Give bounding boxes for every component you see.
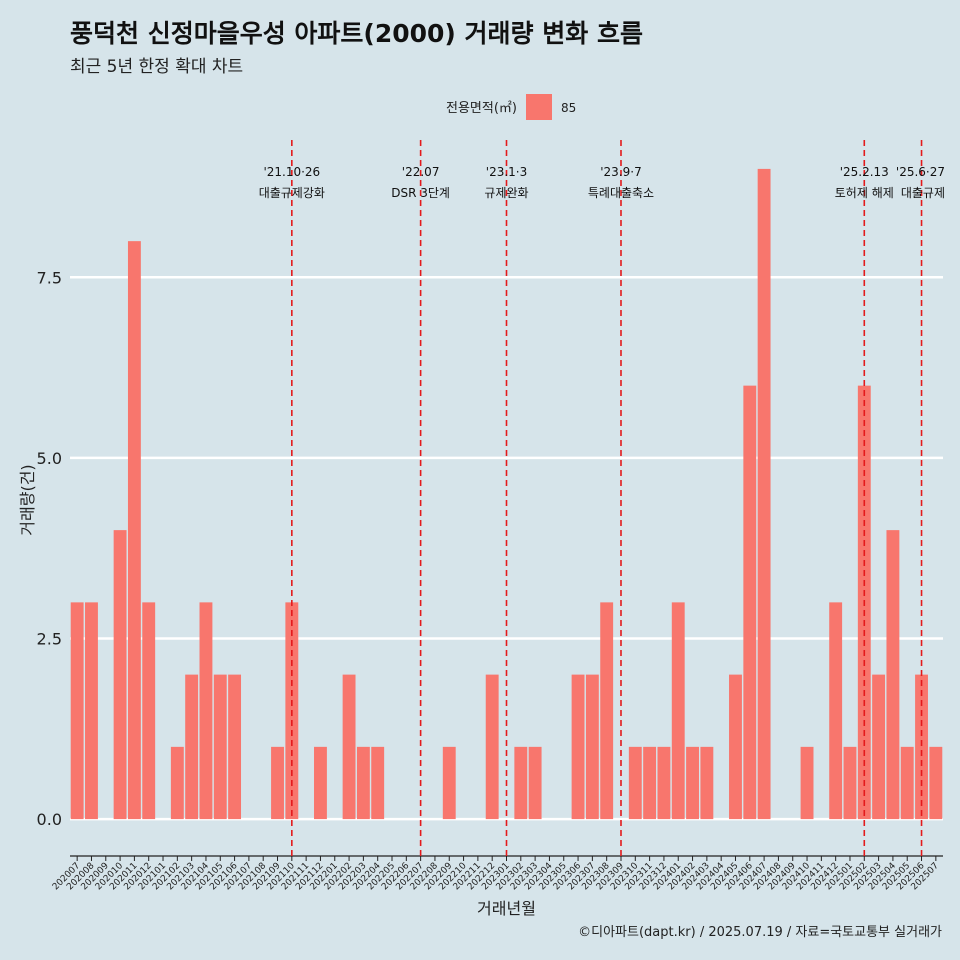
event-date-label: '23.9·7 <box>600 165 641 179</box>
bar <box>886 530 900 820</box>
legend-label: 85 <box>561 101 576 115</box>
bar <box>571 674 585 820</box>
bar <box>729 674 742 820</box>
event-label: 특례대출축소 <box>588 186 654 200</box>
bar <box>671 602 685 820</box>
bar <box>485 674 499 820</box>
bar <box>900 746 914 820</box>
y-axis-title: 거래량(건) <box>18 464 37 535</box>
bar <box>872 674 886 820</box>
bar <box>628 746 642 820</box>
bar <box>585 674 599 820</box>
bar <box>643 746 657 820</box>
bar <box>743 385 757 820</box>
bar <box>142 602 156 820</box>
legend-swatch <box>526 94 552 120</box>
y-tick-label: 0.0 <box>37 810 62 829</box>
bar <box>757 168 771 820</box>
bar <box>915 674 928 820</box>
bar <box>127 241 141 820</box>
bar <box>185 674 199 820</box>
bar <box>514 746 528 820</box>
event-label: 토허제 해제 <box>835 186 894 200</box>
bar <box>356 746 370 820</box>
bar <box>442 746 456 820</box>
chart-title: 풍덕천 신정마을우성 아파트(2000) 거래량 변화 흐름 <box>70 19 643 48</box>
bar <box>85 602 98 820</box>
bar <box>199 602 213 820</box>
event-date-label: '22.07 <box>402 165 440 179</box>
event-date-label: '25.6·27 <box>896 165 945 179</box>
bar <box>800 746 814 820</box>
bar <box>829 602 843 820</box>
bar <box>228 674 242 820</box>
bar <box>371 746 385 820</box>
chart-subtitle: 최근 5년 한정 확대 차트 <box>70 57 244 77</box>
event-label: 대출규제 <box>901 186 945 200</box>
bar <box>314 746 327 820</box>
bar <box>271 746 284 820</box>
event-date-label: '25.2.13 <box>840 165 889 179</box>
chart-caption: ©디아파트(dapt.kr) / 2025.07.19 / 자료=국토교통부 실… <box>578 925 942 940</box>
bar <box>929 746 943 820</box>
bar <box>213 674 227 820</box>
bar <box>700 746 714 820</box>
bar <box>342 674 356 820</box>
event-label: 대출규제강화 <box>259 186 325 200</box>
bar <box>70 602 84 820</box>
y-tick-label: 7.5 <box>37 268 62 287</box>
y-tick-label: 5.0 <box>37 449 62 468</box>
legend-title: 전용면적(㎡) <box>446 101 517 116</box>
bar <box>843 746 857 820</box>
bar <box>657 746 671 820</box>
bar <box>113 530 127 820</box>
bar <box>600 602 614 820</box>
event-label: 규제완화 <box>484 186 528 200</box>
bar <box>686 746 699 820</box>
y-tick-label: 2.5 <box>37 629 62 648</box>
event-label: DSR 3단계 <box>391 186 450 200</box>
x-axis-title: 거래년월 <box>477 899 536 918</box>
event-date-label: '23.1·3 <box>486 165 527 179</box>
bar <box>528 746 542 820</box>
bar <box>170 746 184 820</box>
event-date-label: '21.10·26 <box>263 165 320 179</box>
